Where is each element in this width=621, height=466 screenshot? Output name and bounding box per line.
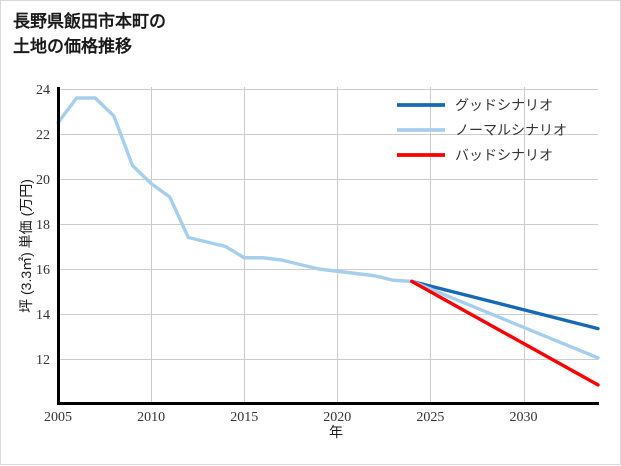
y-axis-label: 坪 (3.3㎡) 単価 (万円) bbox=[18, 179, 34, 313]
x-tick-label: 2020 bbox=[323, 410, 351, 425]
gridlines bbox=[58, 87, 598, 403]
y-tick-label: 18 bbox=[36, 218, 50, 233]
x-tick-label: 2015 bbox=[230, 410, 258, 425]
x-tick-label: 2025 bbox=[416, 410, 444, 425]
legend-label: ノーマルシナリオ bbox=[455, 122, 567, 138]
y-tick-label: 24 bbox=[36, 83, 50, 98]
y-tick-label: 14 bbox=[36, 308, 50, 323]
y-tick-label: 20 bbox=[36, 173, 50, 188]
series-group bbox=[56, 96, 600, 387]
x-tick-label: 2005 bbox=[44, 410, 72, 425]
y-tick-labels: 12 14 16 18 20 22 24 bbox=[36, 83, 50, 368]
legend-label: グッドシナリオ bbox=[455, 97, 553, 113]
axis-spines bbox=[57, 87, 599, 405]
x-tick-label: 2030 bbox=[510, 410, 538, 425]
x-tick-labels: 2005 2010 2015 2020 2025 2030 bbox=[44, 410, 538, 425]
series-line bbox=[410, 279, 600, 360]
series-line bbox=[56, 96, 414, 284]
y-tick-label: 16 bbox=[36, 263, 50, 278]
series-line bbox=[410, 279, 600, 387]
series-line bbox=[410, 279, 600, 331]
y-tick-label: 12 bbox=[36, 353, 50, 368]
x-tick-label: 2010 bbox=[137, 410, 165, 425]
y-tick-label: 22 bbox=[36, 128, 50, 143]
chart-title: 長野県飯田市本町の 土地の価格推移 bbox=[13, 12, 166, 56]
x-axis-label: 年 bbox=[329, 424, 343, 440]
legend-label: バッドシナリオ bbox=[455, 147, 553, 163]
